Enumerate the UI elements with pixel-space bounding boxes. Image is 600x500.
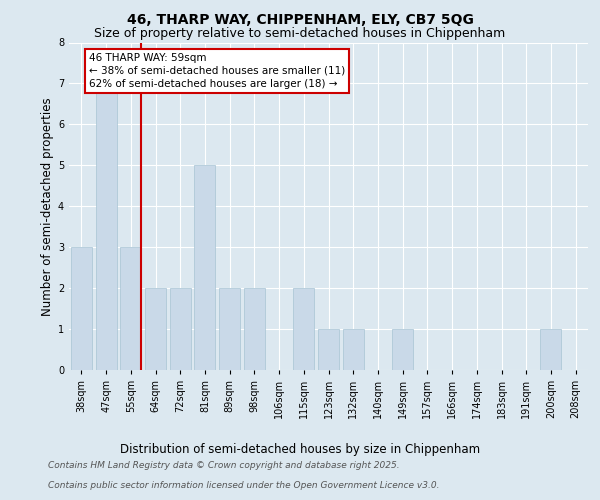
Text: Size of property relative to semi-detached houses in Chippenham: Size of property relative to semi-detach… (94, 28, 506, 40)
Bar (170, 288, 191, 370)
Text: 46, THARP WAY, CHIPPENHAM, ELY, CB7 5QG: 46, THARP WAY, CHIPPENHAM, ELY, CB7 5QG (127, 12, 473, 26)
Bar (392, 329, 413, 370)
Text: Contains HM Land Registry data © Crown copyright and database right 2025.: Contains HM Land Registry data © Crown c… (48, 461, 400, 470)
Bar (293, 288, 314, 370)
Bar (541, 329, 562, 370)
Text: Distribution of semi-detached houses by size in Chippenham: Distribution of semi-detached houses by … (120, 442, 480, 456)
Bar (343, 329, 364, 370)
Y-axis label: Number of semi-detached properties: Number of semi-detached properties (41, 97, 54, 316)
Text: Contains public sector information licensed under the Open Government Licence v3: Contains public sector information licen… (48, 481, 439, 490)
Bar (219, 288, 240, 370)
Bar (95, 84, 116, 370)
Bar (120, 247, 141, 370)
Bar (318, 329, 339, 370)
Bar (244, 288, 265, 370)
Text: 46 THARP WAY: 59sqm
← 38% of semi-detached houses are smaller (11)
62% of semi-d: 46 THARP WAY: 59sqm ← 38% of semi-detach… (89, 52, 345, 89)
Bar (194, 166, 215, 370)
Bar (71, 247, 92, 370)
Bar (145, 288, 166, 370)
